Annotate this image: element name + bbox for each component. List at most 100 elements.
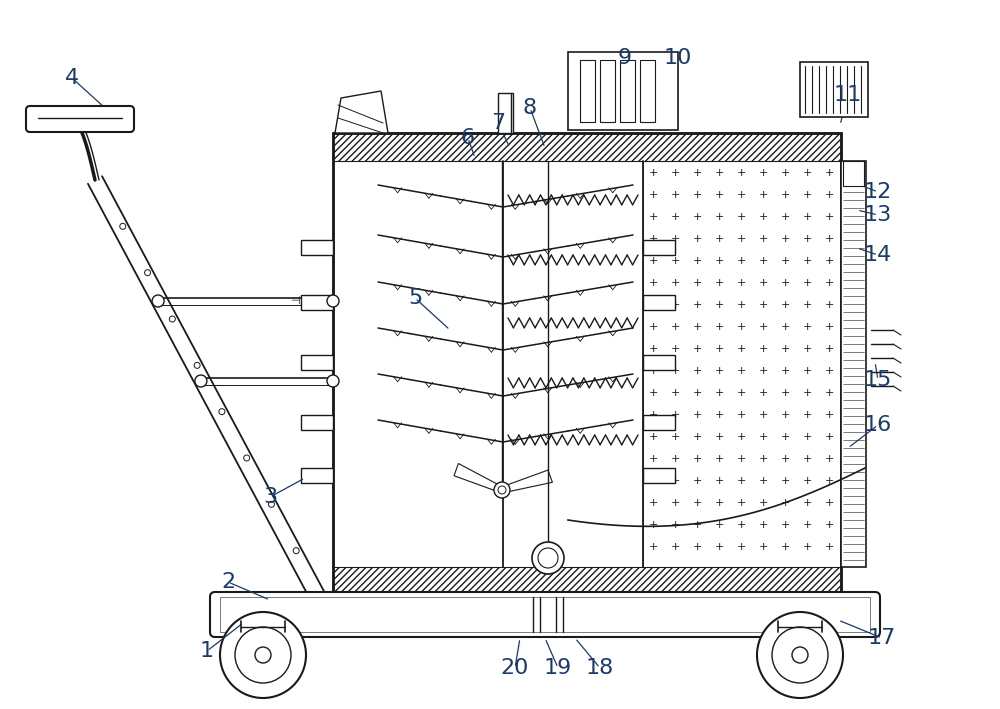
Text: 16: 16 (864, 415, 892, 435)
Text: +: + (736, 190, 746, 200)
Text: +: + (648, 432, 658, 442)
Text: +: + (692, 454, 702, 464)
Circle shape (498, 486, 506, 494)
Text: +: + (758, 322, 768, 332)
Text: +: + (802, 476, 812, 486)
Circle shape (244, 455, 250, 461)
Text: +: + (648, 278, 658, 288)
Text: +: + (648, 498, 658, 508)
Text: +: + (736, 212, 746, 222)
Text: +: + (802, 234, 812, 244)
Text: +: + (648, 476, 658, 486)
Text: 13: 13 (864, 205, 892, 225)
Circle shape (145, 269, 151, 276)
Text: +: + (714, 278, 724, 288)
Text: +: + (692, 344, 702, 354)
Text: +: + (692, 498, 702, 508)
Text: +: + (714, 410, 724, 420)
Text: +: + (780, 234, 790, 244)
Circle shape (195, 375, 207, 387)
Text: +: + (758, 278, 768, 288)
Text: +: + (780, 542, 790, 552)
Text: +: + (648, 190, 658, 200)
Text: 2: 2 (221, 572, 235, 592)
Text: +: + (824, 542, 834, 552)
Circle shape (220, 612, 306, 698)
Text: +: + (802, 168, 812, 178)
Text: +: + (758, 300, 768, 310)
Text: 7: 7 (491, 113, 505, 133)
Circle shape (152, 295, 164, 307)
Text: +: + (758, 498, 768, 508)
Text: +: + (802, 300, 812, 310)
Text: +: + (758, 344, 768, 354)
Text: +: + (714, 168, 724, 178)
Text: +: + (648, 388, 658, 398)
Text: +: + (692, 476, 702, 486)
Text: +: + (692, 432, 702, 442)
Text: +: + (670, 410, 680, 420)
Text: +: + (736, 410, 746, 420)
Text: +: + (670, 366, 680, 376)
Text: 17: 17 (868, 628, 896, 648)
Text: +: + (714, 366, 724, 376)
Text: +: + (714, 212, 724, 222)
Circle shape (268, 501, 274, 508)
Text: +: + (736, 388, 746, 398)
Text: +: + (758, 388, 768, 398)
Text: 4: 4 (65, 68, 79, 88)
Text: +: + (802, 278, 812, 288)
FancyBboxPatch shape (26, 106, 134, 132)
Text: +: + (802, 256, 812, 266)
Bar (643, 415, 675, 430)
Text: +: + (670, 168, 680, 178)
Text: +: + (670, 234, 680, 244)
Text: +: + (758, 190, 768, 200)
Bar (301, 415, 333, 430)
Bar (841, 161, 866, 567)
Text: +: + (670, 344, 680, 354)
Text: +: + (670, 476, 680, 486)
Text: +: + (802, 520, 812, 530)
Text: +: + (648, 300, 658, 310)
Text: +: + (780, 300, 790, 310)
Text: +: + (802, 388, 812, 398)
Text: +: + (736, 498, 746, 508)
Circle shape (194, 362, 200, 369)
Text: +: + (824, 300, 834, 310)
Text: +: + (824, 388, 834, 398)
Text: +: + (736, 278, 746, 288)
Text: +: + (780, 212, 790, 222)
Text: +: + (670, 256, 680, 266)
Text: +: + (758, 366, 768, 376)
Text: +: + (670, 212, 680, 222)
Circle shape (235, 627, 291, 683)
Bar (301, 468, 333, 483)
Circle shape (494, 482, 510, 498)
Text: +: + (692, 366, 702, 376)
Text: +: + (780, 366, 790, 376)
Text: +: + (714, 476, 724, 486)
Text: 1: 1 (200, 641, 214, 661)
Text: +: + (670, 322, 680, 332)
Text: +: + (714, 542, 724, 552)
Text: +: + (714, 190, 724, 200)
Text: +: + (670, 542, 680, 552)
Circle shape (792, 647, 808, 663)
Text: +: + (736, 542, 746, 552)
Text: +: + (780, 476, 790, 486)
Bar (643, 161, 841, 567)
Text: +: + (802, 322, 812, 332)
Text: +: + (802, 542, 812, 552)
Text: +: + (824, 366, 834, 376)
Text: +: + (714, 322, 724, 332)
Circle shape (327, 295, 339, 307)
Text: +: + (714, 454, 724, 464)
Circle shape (120, 223, 126, 229)
Text: +: + (736, 432, 746, 442)
Text: +: + (824, 322, 834, 332)
Text: +: + (758, 256, 768, 266)
Text: +: + (736, 366, 746, 376)
Text: +: + (736, 168, 746, 178)
Text: +: + (802, 410, 812, 420)
